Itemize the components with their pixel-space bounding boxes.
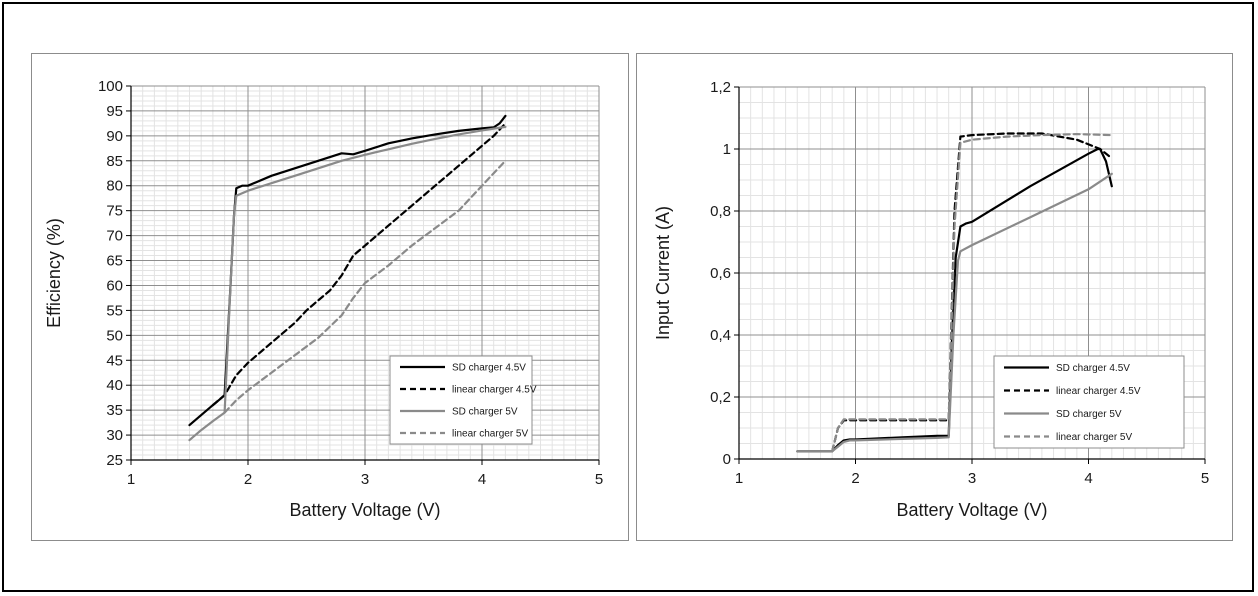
y-axis-title: Efficiency (%) (44, 218, 64, 328)
y-tick-label: 75 (106, 203, 123, 220)
efficiency-chart-panel: 25 30 35 40 45 50 55 60 65 70 75 80 85 90 95 100 1 2 3 4 5 Ba… (31, 53, 629, 541)
y-axis-title: Input Current (A) (653, 206, 673, 340)
y-tick-label: 100 (98, 78, 123, 95)
y-tick-label: 70 (106, 228, 123, 245)
x-tick-label: 4 (478, 471, 486, 488)
x-tick-label: 4 (1084, 470, 1092, 487)
y-tick-label: 30 (106, 427, 123, 444)
x-tick-label: 5 (1201, 470, 1209, 487)
x-tick-label: 2 (851, 470, 859, 487)
y-tick-label: 35 (106, 402, 123, 419)
x-tick-label: 5 (595, 471, 603, 488)
input-current-chart-panel: 0 0,2 0,4 0,6 0,8 1 1,2 1 2 3 4 5 Battery Voltage (V… (636, 53, 1233, 541)
x-axis-title: Battery Voltage (V) (289, 500, 440, 520)
x-axis-title: Battery Voltage (V) (896, 500, 1047, 520)
y-tick-label: 45 (106, 352, 123, 369)
y-tick-label: 0,2 (710, 389, 731, 406)
y-tick-label: 25 (106, 452, 123, 469)
y-tick-label: 0,4 (710, 327, 731, 344)
legend-label: linear charger 4.5V (452, 385, 537, 396)
x-tick-label: 1 (735, 470, 743, 487)
series-line-linear-charger-5v (223, 159, 507, 414)
y-tick-label: 65 (106, 253, 123, 270)
y-tick-label: 90 (106, 128, 123, 145)
input-current-chart: 0 0,2 0,4 0,6 0,8 1 1,2 1 2 3 4 5 Battery Voltage (V… (653, 79, 1209, 520)
series-line-linear-charger-4-5v (211, 122, 507, 407)
x-tick-label: 3 (361, 471, 369, 488)
y-tick-label: 85 (106, 153, 123, 170)
y-tick-label: 40 (106, 377, 123, 394)
y-tick-label: 80 (106, 178, 123, 195)
legend (993, 355, 1185, 449)
legend-label: SD charger 4.5V (1056, 363, 1130, 374)
y-tick-label: 60 (106, 277, 123, 294)
x-tick-label: 2 (244, 471, 252, 488)
y-tick-label: 50 (106, 327, 123, 344)
legend (389, 355, 533, 445)
y-tick-label: 95 (106, 103, 123, 120)
series-line-sd-charger-5v (796, 172, 1113, 453)
x-tick-label: 1 (127, 471, 135, 488)
x-tick-label: 3 (968, 470, 976, 487)
y-tick-label: 1,2 (710, 79, 731, 96)
y-tick-label: 0,6 (710, 265, 731, 282)
legend-label: linear charger 5V (452, 429, 528, 440)
legend-label: linear charger 5V (1056, 432, 1132, 443)
y-tick-label: 0,8 (710, 203, 731, 220)
legend-label: SD charger 5V (452, 407, 518, 418)
y-tick-label: 55 (106, 302, 123, 319)
y-tick-label: 0 (723, 451, 731, 468)
grid (130, 85, 600, 461)
series-line-linear-charger-5v (831, 132, 1113, 453)
legend-label: SD charger 5V (1056, 409, 1122, 420)
y-tick-label: 1 (723, 141, 731, 158)
legend-label: linear charger 4.5V (1056, 386, 1141, 397)
legend-label: SD charger 4.5V (452, 363, 526, 374)
